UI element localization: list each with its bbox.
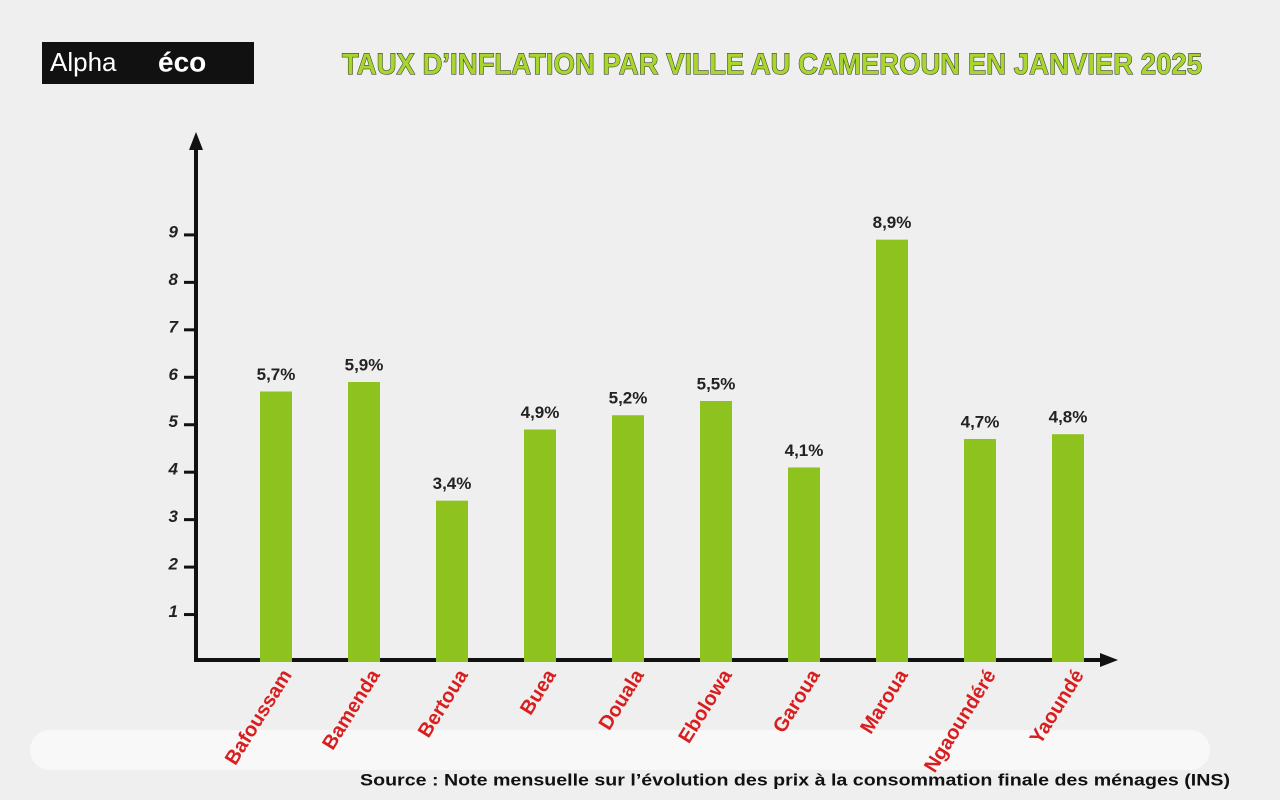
value-label: 5,9% xyxy=(345,356,384,375)
y-axis-arrow xyxy=(189,132,203,150)
bar xyxy=(348,382,380,662)
logo-text: éco xyxy=(158,46,206,77)
value-label: 4,1% xyxy=(785,441,824,460)
bar xyxy=(436,500,468,662)
y-tick-label: 7 xyxy=(169,317,180,336)
logo-box xyxy=(42,42,254,84)
bar xyxy=(788,467,820,662)
bar xyxy=(1052,434,1084,662)
bar xyxy=(700,401,732,662)
source-note: Source : Note mensuelle sur l’évolution … xyxy=(360,770,1230,789)
value-label: 4,7% xyxy=(961,412,1000,431)
chart-title: TAUX D’INFLATION PAR VILLE AU CAMEROUN E… xyxy=(342,48,1202,81)
value-label: 8,9% xyxy=(873,213,912,232)
value-label: 5,2% xyxy=(609,389,648,408)
y-tick-label: 4 xyxy=(168,460,179,479)
x-axis-arrow xyxy=(1100,653,1118,667)
y-tick-label: 2 xyxy=(168,555,179,574)
value-label: 5,7% xyxy=(257,365,296,384)
bar xyxy=(524,429,556,662)
logo: Alpha éco xyxy=(42,42,254,84)
value-label: 4,9% xyxy=(521,403,560,422)
bar xyxy=(260,391,292,662)
y-tick-label: 8 xyxy=(169,270,179,289)
bar xyxy=(612,415,644,662)
y-tick-label: 1 xyxy=(169,602,178,621)
value-label: 4,8% xyxy=(1049,408,1088,427)
y-tick-label: 5 xyxy=(169,412,179,431)
logo-text: Alpha xyxy=(50,47,117,77)
y-tick-label: 3 xyxy=(169,507,179,526)
watermark-band xyxy=(30,730,1210,770)
value-label: 3,4% xyxy=(433,474,472,493)
bar xyxy=(964,438,996,662)
value-label: 5,5% xyxy=(697,374,736,393)
bar xyxy=(876,239,908,662)
y-tick-label: 9 xyxy=(169,222,179,241)
y-tick-label: 6 xyxy=(169,365,179,384)
